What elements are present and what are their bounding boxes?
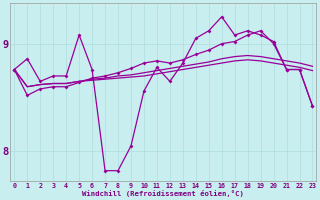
- X-axis label: Windchill (Refroidissement éolien,°C): Windchill (Refroidissement éolien,°C): [83, 190, 244, 197]
